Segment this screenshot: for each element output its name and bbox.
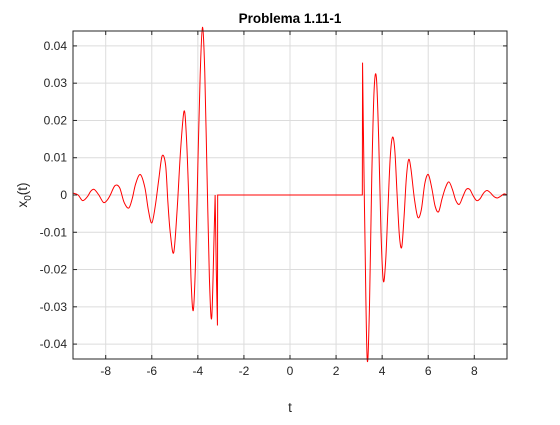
signal-line	[72, 26, 508, 362]
y-tick-label: 0.04	[44, 39, 68, 53]
x-axis-label: t	[288, 400, 292, 415]
x-tick-label: -4	[193, 364, 204, 378]
y-tick-label: 0.03	[44, 76, 68, 90]
y-axis-label-subscript: 0	[23, 195, 34, 201]
y-tick-label: -0.03	[40, 300, 68, 314]
y-tick-label: -0.04	[40, 337, 68, 351]
y-axis-ticks: -0.04 -0.03 -0.02 -0.01 0 0.01 0.02 0.03 0.04	[40, 39, 507, 351]
x-tick-label: 6	[425, 364, 432, 378]
x-tick-label: 2	[333, 364, 340, 378]
y-tick-label: 0.01	[44, 151, 68, 165]
x-tick-label: -2	[239, 364, 250, 378]
y-axis-label-tail: (t)	[15, 182, 30, 195]
x-tick-label: 0	[287, 364, 294, 378]
y-axis-label: x0(t)	[15, 182, 34, 207]
x-tick-label: 4	[379, 364, 386, 378]
y-axis-label-main: x	[15, 201, 30, 208]
x-axis-ticks: -8 -6 -4 -2 0 2 4 6 8	[100, 31, 478, 378]
y-tick-label: 0.02	[44, 113, 68, 127]
y-tick-label: -0.02	[40, 263, 68, 277]
y-tick-label: 0	[60, 188, 67, 202]
x-tick-label: 8	[471, 364, 478, 378]
chart-title: Problema 1.11-1	[239, 11, 342, 26]
y-tick-label: -0.01	[40, 225, 68, 239]
x-tick-label: -8	[100, 364, 111, 378]
x-tick-label: -6	[146, 364, 157, 378]
